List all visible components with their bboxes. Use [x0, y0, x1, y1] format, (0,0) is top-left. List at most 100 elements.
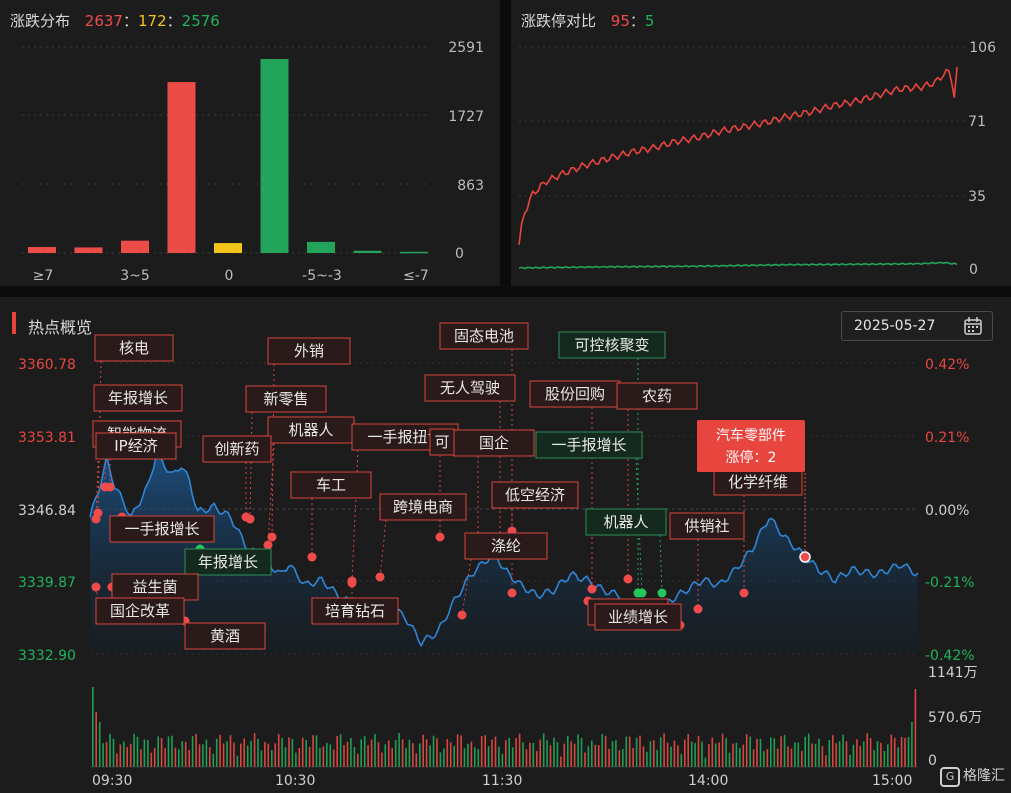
- volume-bar: [264, 742, 266, 767]
- volume-bar: [611, 741, 614, 767]
- concept-tag-box: [184, 622, 266, 650]
- volume-bar: [567, 736, 569, 767]
- volume-bar: [281, 737, 283, 767]
- volume-bar: [577, 734, 579, 767]
- volume-bar: [804, 736, 806, 767]
- volume-bar: [801, 750, 803, 767]
- volume-bar: [501, 754, 504, 767]
- volume-bar: [253, 733, 256, 767]
- volume-bar: [838, 741, 841, 767]
- volume-bar: [363, 736, 366, 767]
- volume-bar: [625, 736, 628, 767]
- distribution-bar: [307, 241, 335, 253]
- volume-bar: [480, 736, 483, 767]
- volume-bar: [474, 747, 476, 767]
- concept-tag-box: [669, 512, 745, 540]
- flat-count: 172: [138, 12, 167, 30]
- volume-bar: [401, 739, 404, 767]
- volume-bar: [659, 737, 662, 767]
- volume-bar: [518, 733, 521, 767]
- volume-bar: [95, 712, 97, 767]
- volume-bar: [866, 733, 868, 767]
- concept-tag-label: 农药: [642, 387, 672, 405]
- concept-tag-box: [93, 384, 183, 412]
- volume-bar: [456, 734, 459, 767]
- distribution-bars: [28, 59, 428, 254]
- volume-bar: [752, 749, 755, 767]
- volume-bar: [687, 734, 689, 767]
- volume-bar: [298, 748, 301, 767]
- concept-tag-box: [424, 374, 516, 402]
- y-tick-label: 2591: [448, 40, 484, 56]
- volume-bar: [405, 747, 407, 767]
- volume-bar: [522, 742, 524, 767]
- volume-bar: [680, 754, 683, 767]
- volume-bar: [608, 748, 610, 767]
- volume-bar: [205, 739, 208, 767]
- concept-tag-box: [464, 532, 548, 560]
- tag-anchor-point: [91, 582, 101, 592]
- y-tick-label: 35: [968, 189, 986, 205]
- volume-bar: [880, 742, 882, 767]
- volume-bar: [150, 752, 153, 767]
- limit-separator: ：: [629, 12, 645, 30]
- volume-bar: [274, 743, 276, 767]
- x-tick-label: ≤-7: [403, 268, 429, 284]
- volume-bar: [873, 750, 875, 767]
- volume-bar: [849, 754, 851, 767]
- concept-tag-box: [594, 603, 682, 631]
- volume-bar: [436, 738, 438, 767]
- distribution-title: 涨跌分布 2637：172：2576: [10, 10, 220, 31]
- limit-ratio-title-text: 涨跌停对比: [521, 12, 597, 30]
- volume-bar: [432, 735, 435, 767]
- right-tick-label: -0.21%: [925, 575, 975, 591]
- date-picker[interactable]: 2025-05-27: [841, 311, 993, 341]
- tag-connector: [351, 449, 359, 582]
- volume-bar: [666, 742, 669, 767]
- volume-bar: [697, 736, 700, 767]
- y-tick-label: 106: [969, 40, 996, 56]
- volume-bar: [367, 745, 369, 767]
- concept-tag-box: [245, 385, 327, 413]
- volume-bar: [725, 737, 727, 767]
- concept-tag-box: [535, 431, 643, 459]
- distribution-bar: [260, 59, 289, 253]
- tag-anchor-point: [693, 604, 703, 614]
- concept-tag-box: [379, 493, 467, 521]
- x-tick-label: ≥7: [33, 268, 54, 284]
- volume-bar: [487, 746, 490, 767]
- volume-bar: [807, 733, 810, 767]
- tag-anchor-point: [263, 540, 273, 550]
- volume-bar: [105, 742, 108, 767]
- concept-tag-box: [184, 548, 272, 576]
- volume-bar: [381, 752, 383, 767]
- volume-bar: [773, 738, 776, 767]
- volume-bar: [116, 753, 118, 767]
- concept-tag-label: 创新药: [214, 440, 259, 458]
- concept-tag-box: [95, 597, 185, 625]
- distribution-bar: [353, 250, 382, 253]
- volume-tick-label: 1141万: [928, 665, 978, 681]
- tooltip-title: 汽车零部件: [716, 427, 786, 444]
- concept-tag-box: [439, 322, 529, 350]
- volume-bar: [511, 747, 514, 767]
- volume-bar: [198, 744, 201, 767]
- left-tick-label: 3339.87: [18, 575, 76, 591]
- concept-tag-box: [94, 334, 174, 362]
- volume-bar: [301, 737, 304, 767]
- volume-bar: [446, 739, 449, 767]
- volume-bar: [250, 740, 252, 767]
- volume-bar: [818, 738, 820, 767]
- volume-bar: [109, 733, 111, 767]
- volume-bar: [869, 738, 872, 767]
- volume-bar: [580, 737, 583, 767]
- distribution-title-text: 涨跌分布: [10, 12, 71, 30]
- volume-bar: [191, 736, 194, 767]
- concept-tag-label: 供销社: [684, 517, 729, 535]
- concept-tag-label: 外销: [294, 342, 324, 360]
- concept-tag-label: 可控核聚变: [574, 336, 649, 354]
- volume-bar: [429, 745, 431, 767]
- volume-bar: [508, 738, 510, 767]
- concept-tag-label: 益生菌: [132, 578, 177, 596]
- volume-bar: [112, 738, 115, 767]
